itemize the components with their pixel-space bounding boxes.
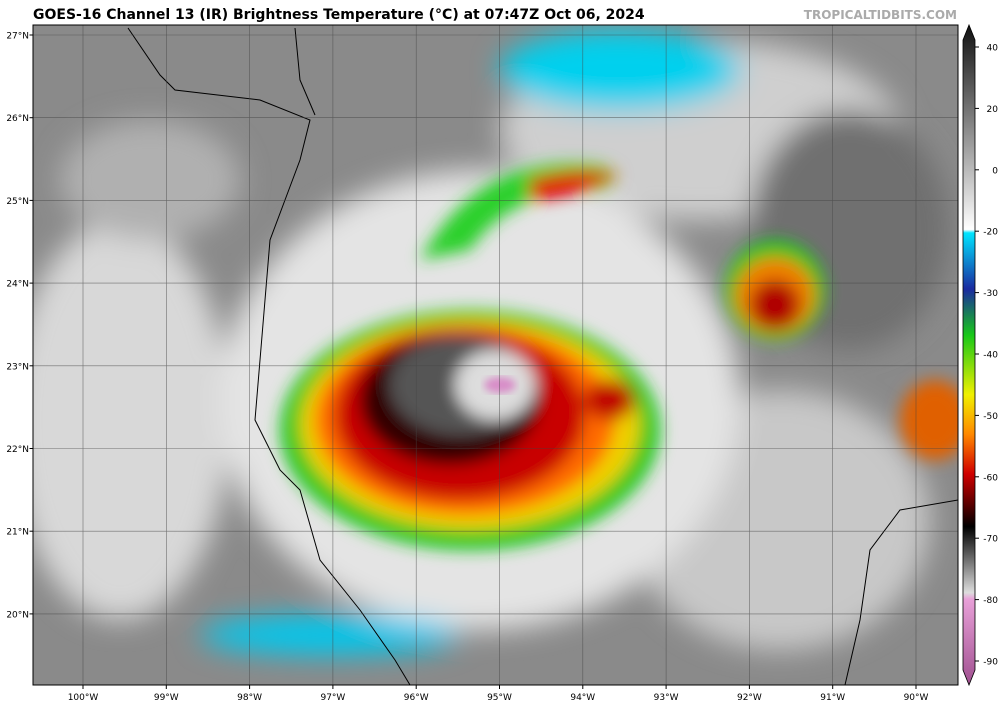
lon-label: 96°W <box>404 693 429 703</box>
lon-label: 90°W <box>904 693 929 703</box>
lon-label: 94°W <box>570 693 595 703</box>
colorbar-label: -50 <box>983 412 998 422</box>
lon-label: 99°W <box>154 693 179 703</box>
colorbar-label: -20 <box>983 228 998 238</box>
credit: TROPICALTIDBITS.COM <box>804 8 957 22</box>
colorbar <box>962 23 976 687</box>
colorbar-label: 40 <box>987 44 999 54</box>
lat-label: 26°N <box>6 114 29 124</box>
lon-label: 100°W <box>68 693 99 703</box>
lon-label: 92°W <box>737 693 762 703</box>
colorbar-label: 0 <box>992 166 998 176</box>
colorbar-label: -40 <box>983 351 998 361</box>
map-frame <box>32 24 959 686</box>
lat-label: 25°N <box>6 197 29 207</box>
imagery <box>33 25 958 685</box>
lat-label: 27°N <box>6 32 29 42</box>
colorbar-label: -90 <box>983 658 998 668</box>
lon-label: 97°W <box>320 693 345 703</box>
lat-label: 20°N <box>6 610 29 620</box>
lat-label: 22°N <box>6 445 29 455</box>
lat-label: 21°N <box>6 528 29 538</box>
colorbar-label: 20 <box>987 105 999 115</box>
colorbar-label: -80 <box>983 596 998 606</box>
title: GOES-16 Channel 13 (IR) Brightness Tempe… <box>33 7 645 23</box>
lon-label: 91°W <box>820 693 845 703</box>
colorbar-label: -60 <box>983 473 998 483</box>
colorbar-label: -70 <box>983 535 998 545</box>
lat-label: 23°N <box>6 362 29 372</box>
lon-label: 93°W <box>654 693 679 703</box>
lon-label: 95°W <box>487 693 512 703</box>
lon-label: 98°W <box>237 693 262 703</box>
lat-label: 24°N <box>6 280 29 290</box>
colorbar-label: -30 <box>983 289 998 299</box>
